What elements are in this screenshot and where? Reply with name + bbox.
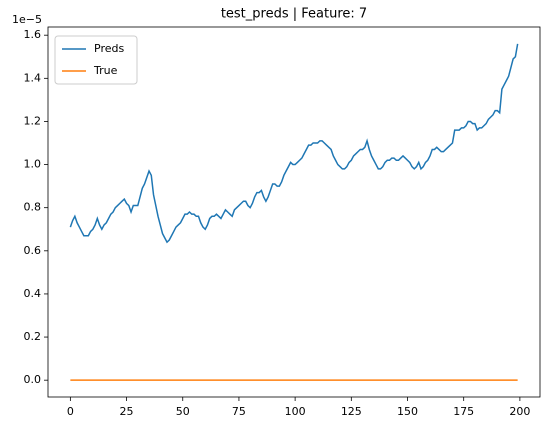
axes-frame — [47, 26, 541, 398]
chart-title: test_preds | Feature: 7 — [221, 7, 367, 22]
x-tick-label: 100 — [285, 405, 306, 418]
x-tick-label: 0 — [67, 405, 74, 418]
x-tick-label: 200 — [509, 405, 530, 418]
y-tick-label: 0.4 — [24, 287, 42, 300]
legend-box — [54, 35, 138, 85]
x-tick-label: 25 — [120, 405, 134, 418]
x-tick-label: 150 — [397, 405, 418, 418]
x-tick-label: 175 — [453, 405, 474, 418]
y-tick-label: 0.0 — [24, 373, 42, 386]
y-tick-label: 1.0 — [24, 158, 42, 171]
y-tick-label: 0.8 — [24, 201, 42, 214]
x-tick-label: 75 — [232, 405, 246, 418]
y-tick-label: 0.2 — [24, 330, 42, 343]
x-tick-label: 125 — [341, 405, 362, 418]
y-tick-label: 1.2 — [24, 114, 42, 127]
legend-label: Preds — [94, 42, 124, 55]
legend-label: True — [93, 64, 118, 77]
y-tick-label: 1.6 — [24, 28, 42, 41]
y-tick-label: 1.4 — [24, 71, 42, 84]
y-tick-label: 0.6 — [24, 244, 42, 257]
y-offset-label: 1e−5 — [12, 13, 42, 26]
x-tick-label: 50 — [176, 405, 190, 418]
line-series — [69, 43, 519, 244]
